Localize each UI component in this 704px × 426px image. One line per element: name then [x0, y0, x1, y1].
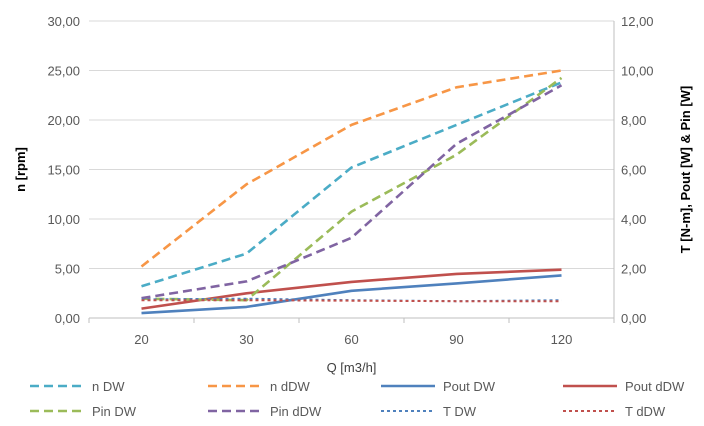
series-line-pout-ddw [141, 268, 562, 310]
legend-label: T DW [443, 404, 477, 419]
y-axis-right-title: T [N-m], Pout [W] & Pin [W] [678, 86, 693, 254]
y-left-tick-label: 25,00 [47, 64, 80, 79]
y-left-tick-label: 10,00 [47, 212, 80, 227]
legend-label: n dDW [270, 379, 310, 394]
legend-label: Pout dDW [625, 379, 685, 394]
y-left-tick-label: 30,00 [47, 14, 80, 29]
legend-label: T dDW [625, 404, 666, 419]
y-right-tick-label: 0,00 [621, 311, 646, 326]
grid-lines [89, 20, 614, 269]
x-tick-label: 90 [449, 332, 463, 347]
x-tick-label: 30 [239, 332, 253, 347]
y-right-tick-label: 6,00 [621, 163, 646, 178]
legend-label: Pin dDW [270, 404, 322, 419]
y-right-tick-label: 8,00 [621, 113, 646, 128]
legend-label: Pin DW [92, 404, 137, 419]
legend-label: Pout DW [443, 379, 496, 394]
x-tick-label: 20 [134, 332, 148, 347]
x-axis-title: Q [m3/h] [327, 360, 377, 375]
series-line-n-dw [141, 81, 562, 288]
y-right-tick-label: 4,00 [621, 212, 646, 227]
tick-labels: 0,00 0,00 5,00 2,00 10,00 4,00 15,00 6,00 20,00 8… [47, 14, 653, 347]
series-line-pin-dw [141, 76, 563, 302]
y-left-tick-label: 5,00 [55, 262, 80, 277]
series-line-t-ddw [141, 299, 562, 303]
legend: n DW n dDW Pout DW Pout dDW Pin DW Pin dDW T D… [30, 379, 685, 419]
y-right-tick-label: 12,00 [621, 14, 654, 29]
x-tick-label: 60 [344, 332, 358, 347]
series-lines [140, 69, 563, 315]
series-line-pout-dw [141, 274, 562, 315]
legend-label: n DW [92, 379, 125, 394]
y-left-tick-label: 0,00 [55, 311, 80, 326]
y-axis-left-title: n [rpm] [13, 147, 28, 192]
y-right-tick-label: 10,00 [621, 64, 654, 79]
y-left-tick-label: 20,00 [47, 113, 80, 128]
y-right-tick-label: 2,00 [621, 262, 646, 277]
x-tick-label: 120 [551, 332, 573, 347]
y-left-tick-label: 15,00 [47, 163, 80, 178]
series-line-pin-ddw [141, 84, 563, 300]
axes [88, 21, 615, 323]
series-line-n-ddw [140, 69, 562, 268]
